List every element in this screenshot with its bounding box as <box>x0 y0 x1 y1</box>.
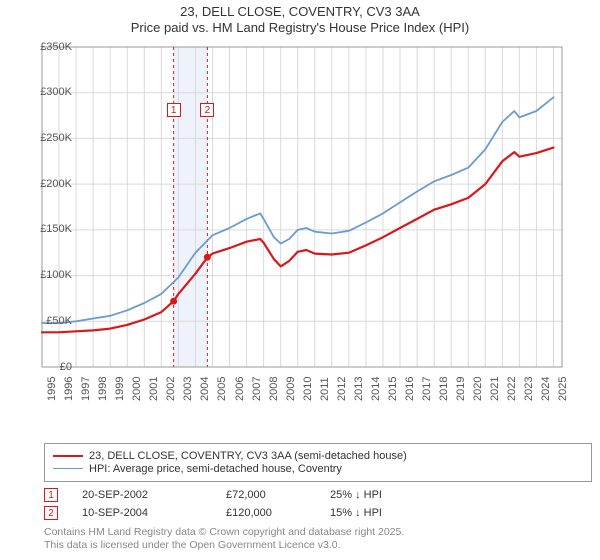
y-tick-label: £200K <box>40 178 72 190</box>
event-marker-badge: 1 <box>167 103 181 117</box>
event-delta: 15% ↓ HPI <box>330 507 382 519</box>
y-tick-label: £250K <box>40 132 72 144</box>
credits-line1: Contains HM Land Registry data © Crown c… <box>44 526 592 540</box>
x-tick-label: 2023 <box>523 376 535 400</box>
y-tick-label: £50K <box>46 315 72 327</box>
x-tick-label: 1999 <box>114 376 126 400</box>
x-tick-label: 2024 <box>540 376 552 400</box>
chart-container: 23, DELL CLOSE, COVENTRY, CV3 3AA Price … <box>0 0 600 553</box>
legend-swatch <box>53 455 83 457</box>
y-tick-label: £150K <box>40 223 72 235</box>
event-badge: 1 <box>44 488 58 502</box>
legend-row: 23, DELL CLOSE, COVENTRY, CV3 3AA (semi-… <box>53 450 583 462</box>
event-price: £120,000 <box>226 507 306 519</box>
x-tick-label: 2012 <box>336 376 348 400</box>
plot-area: £0 £50K £100K £150K £200K £250K £300K £350K 1995… <box>38 43 598 403</box>
x-tick-label: 2025 <box>557 376 569 400</box>
x-tick-label: 2020 <box>472 376 484 400</box>
y-tick-label: £300K <box>40 86 72 98</box>
x-tick-label: 1996 <box>63 376 75 400</box>
event-badge: 2 <box>44 506 58 520</box>
x-tick-label: 2001 <box>148 376 160 400</box>
credits-line2: This data is licensed under the Open Gov… <box>44 539 592 553</box>
chart-title-line1: 23, DELL CLOSE, COVENTRY, CV3 3AA <box>0 4 600 20</box>
x-tick-label: 2019 <box>455 376 467 400</box>
x-tick-label: 2006 <box>234 376 246 400</box>
x-tick-label: 2018 <box>438 376 450 400</box>
x-tick-label: 2004 <box>199 376 211 400</box>
x-tick-label: 2009 <box>285 376 297 400</box>
x-tick-label: 2014 <box>370 376 382 400</box>
legend-row: HPI: Average price, semi-detached house,… <box>53 463 583 475</box>
y-tick-label: £0 <box>60 361 72 373</box>
x-tick-label: 2000 <box>131 376 143 400</box>
legend: 23, DELL CLOSE, COVENTRY, CV3 3AA (semi-… <box>44 443 592 482</box>
x-tick-label: 2005 <box>216 376 228 400</box>
credits: Contains HM Land Registry data © Crown c… <box>44 526 592 553</box>
event-row: 2 10-SEP-2004 £120,000 15% ↓ HPI <box>44 506 592 520</box>
x-tick-label: 2013 <box>353 376 365 400</box>
y-tick-label: £350K <box>40 41 72 53</box>
legend-label: HPI: Average price, semi-detached house,… <box>89 463 342 475</box>
x-tick-label: 2017 <box>421 376 433 400</box>
legend-swatch <box>53 468 83 469</box>
x-tick-label: 1995 <box>46 376 58 400</box>
chart-titles: 23, DELL CLOSE, COVENTRY, CV3 3AA Price … <box>0 0 600 37</box>
x-tick-label: 2002 <box>165 376 177 400</box>
x-tick-label: 2016 <box>404 376 416 400</box>
event-row: 1 20-SEP-2002 £72,000 25% ↓ HPI <box>44 488 592 502</box>
x-tick-label: 1998 <box>97 376 109 400</box>
chart-svg <box>38 43 598 403</box>
event-price: £72,000 <box>226 489 306 501</box>
x-tick-label: 1997 <box>80 376 92 400</box>
x-tick-label: 2010 <box>302 376 314 400</box>
x-tick-label: 2015 <box>387 376 399 400</box>
x-tick-label: 2022 <box>506 376 518 400</box>
event-marker-badge: 2 <box>200 103 214 117</box>
x-tick-label: 2003 <box>182 376 194 400</box>
x-tick-label: 2007 <box>251 376 263 400</box>
x-tick-label: 2008 <box>268 376 280 400</box>
event-date: 10-SEP-2004 <box>82 507 202 519</box>
x-tick-label: 2021 <box>489 376 501 400</box>
chart-title-line2: Price paid vs. HM Land Registry's House … <box>0 20 600 36</box>
event-date: 20-SEP-2002 <box>82 489 202 501</box>
y-tick-label: £100K <box>40 269 72 281</box>
x-tick-label: 2011 <box>319 377 331 401</box>
events-table: 1 20-SEP-2002 £72,000 25% ↓ HPI 2 10-SEP-2004… <box>44 488 592 520</box>
event-delta: 25% ↓ HPI <box>330 489 382 501</box>
legend-label: 23, DELL CLOSE, COVENTRY, CV3 3AA (semi-… <box>89 450 407 462</box>
